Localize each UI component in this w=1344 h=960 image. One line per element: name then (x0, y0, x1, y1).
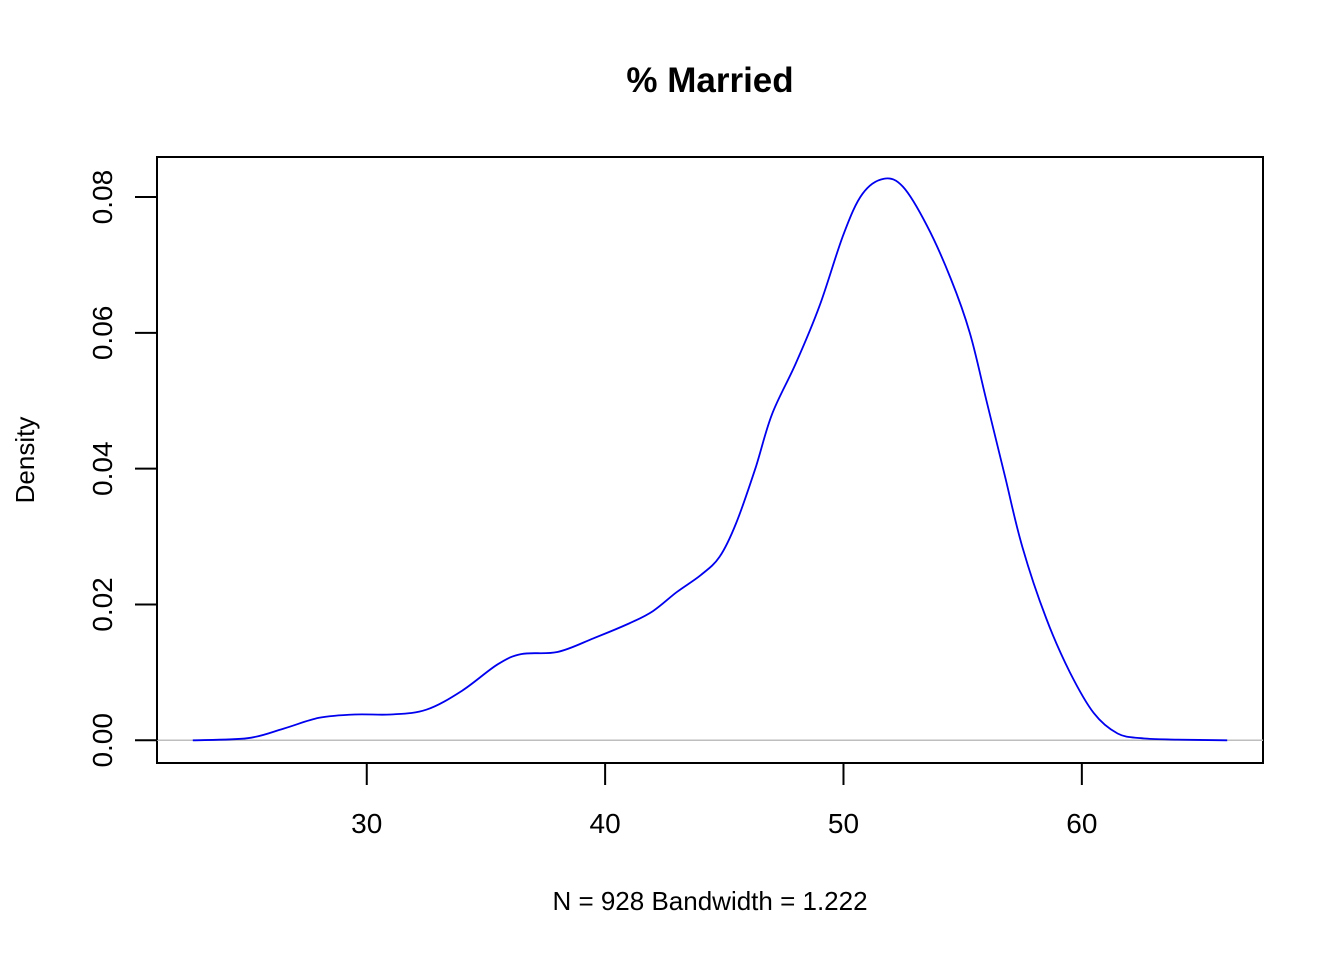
x-tick-label: 40 (590, 808, 621, 839)
y-tick-label: 0.02 (87, 577, 118, 632)
y-tick-label: 0.08 (87, 170, 118, 225)
x-tick-label: 50 (828, 808, 859, 839)
x-tick-label: 60 (1066, 808, 1097, 839)
series-layer (192, 177, 1228, 742)
plot-frame (156, 156, 1264, 764)
x-tick-label: 30 (351, 808, 382, 839)
x-axis: 30 40 50 60 (351, 762, 1097, 839)
density-curve (192, 177, 1228, 742)
y-axis-label: Density (10, 417, 40, 504)
chart-title: % Married (626, 61, 793, 100)
x-axis-label: N = 928 Bandwidth = 1.222 (552, 886, 867, 916)
y-tick-label: 0.06 (87, 306, 118, 361)
y-tick-label: 0.04 (87, 441, 118, 496)
y-axis: 0.00 0.02 0.04 0.06 0.08 (87, 170, 158, 768)
y-tick-label: 0.00 (87, 713, 118, 768)
